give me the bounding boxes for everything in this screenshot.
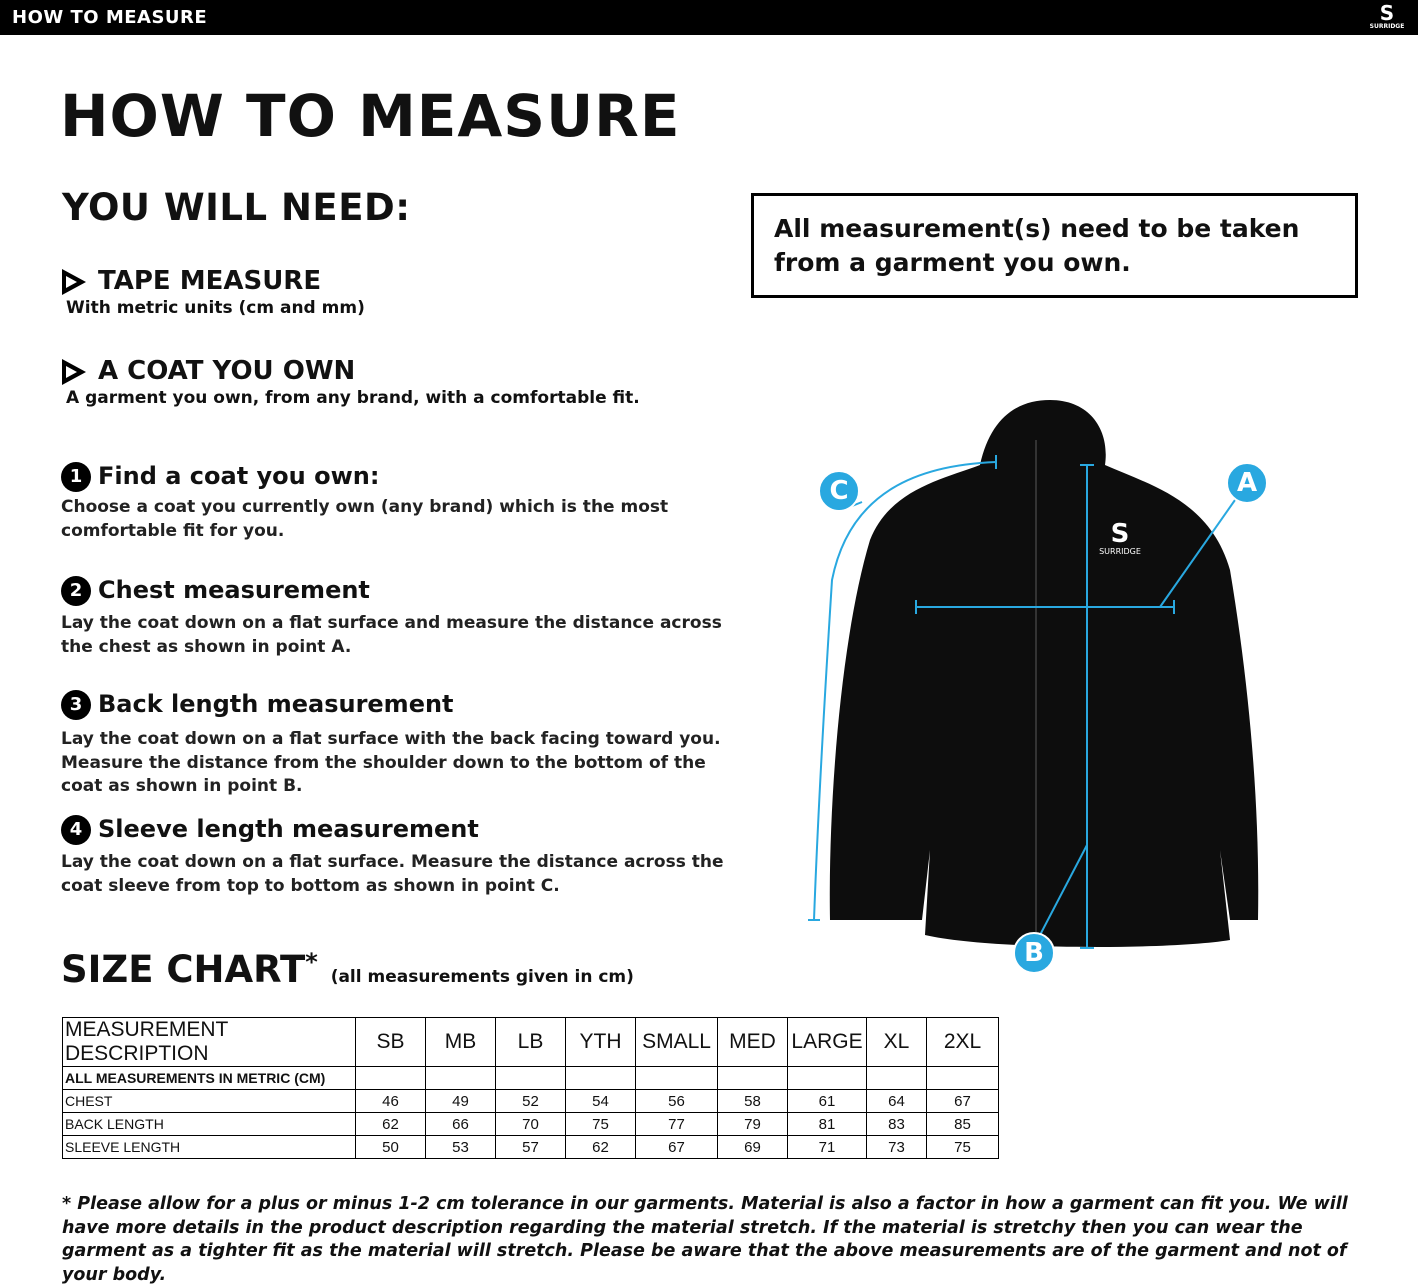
- value-cell: 79: [717, 1112, 788, 1136]
- value-cell: 83: [866, 1112, 927, 1136]
- label-b-badge: B: [1013, 932, 1055, 974]
- table-row: BACK LENGTH 62 66 70 75 77 79 81 83 85: [62, 1112, 999, 1136]
- value-cell: 85: [926, 1112, 999, 1136]
- value-cell: 58: [717, 1089, 788, 1113]
- table-header-row: MEASUREMENT DESCRIPTION SB MB LB YTH SMA…: [62, 1017, 999, 1067]
- top-bar-title: HOW TO MEASURE: [12, 7, 208, 28]
- value-cell: 77: [635, 1112, 718, 1136]
- step-3: 3 Back length measurement Lay the coat do…: [61, 690, 731, 799]
- value-cell: 70: [495, 1112, 566, 1136]
- step-number-icon: 4: [61, 815, 91, 845]
- jacket-diagram: S SURRIDGE: [808, 400, 1259, 949]
- need-desc: A garment you own, from any brand, with …: [66, 388, 640, 408]
- value-cell: 66: [425, 1112, 496, 1136]
- garment-logo-text: SURRIDGE: [1099, 547, 1141, 556]
- value-cell: 75: [926, 1135, 999, 1159]
- play-triangle-icon: [62, 358, 86, 385]
- need-desc: With metric units (cm and mm): [66, 298, 365, 318]
- header-cell: SMALL: [635, 1017, 718, 1067]
- footnote: * Please allow for a plus or minus 1-2 c…: [62, 1194, 1348, 1285]
- value-cell: 46: [355, 1089, 426, 1113]
- garment-logo-icon: S: [1111, 519, 1130, 549]
- step-desc: Lay the coat down on a flat surface with…: [61, 729, 721, 796]
- surridge-logo: S SURRIDGE: [1369, 1, 1405, 30]
- step-number-icon: 3: [61, 690, 91, 720]
- value-cell: 62: [355, 1112, 426, 1136]
- header-cell: YTH: [565, 1017, 636, 1067]
- size-chart-table: MEASUREMENT DESCRIPTION SB MB LB YTH SMA…: [62, 1017, 999, 1159]
- value-cell: 61: [787, 1089, 867, 1113]
- value-cell: 67: [635, 1135, 718, 1159]
- value-cell: 64: [866, 1089, 927, 1113]
- note-box: All measurement(s) need to be taken from…: [751, 193, 1358, 298]
- table-row: CHEST 46 49 52 54 56 58 61 64 67: [62, 1089, 999, 1113]
- need-title: A COAT YOU OWN: [98, 356, 356, 386]
- step-desc: Lay the coat down on a flat surface and …: [61, 613, 722, 657]
- step-title: Sleeve length measurement: [98, 815, 479, 843]
- label-c-badge: C: [818, 470, 860, 512]
- value-cell: 62: [565, 1135, 636, 1159]
- play-triangle-icon: [62, 268, 86, 295]
- step-2: 2 Chest measurement Lay the coat down on …: [61, 576, 731, 659]
- row-label: CHEST: [62, 1089, 356, 1113]
- value-cell: 75: [565, 1112, 636, 1136]
- step-desc: Choose a coat you currently own (any bra…: [61, 497, 669, 541]
- row-label: BACK LENGTH: [62, 1112, 356, 1136]
- jacket-shape: [829, 400, 1259, 947]
- need-tape-measure: TAPE MEASURE With metric units (cm and m…: [62, 266, 365, 318]
- row-label: SLEEVE LENGTH: [62, 1135, 356, 1159]
- top-bar: HOW TO MEASURE S SURRIDGE: [0, 0, 1418, 35]
- header-cell: 2XL: [926, 1017, 999, 1067]
- step-number-icon: 2: [61, 576, 91, 606]
- size-chart-subtitle: (all measurements given in cm): [330, 967, 634, 987]
- step-4: 4 Sleeve length measurement Lay the coat …: [61, 815, 731, 898]
- table-subheader-row: ALL MEASUREMENTS IN METRIC (CM): [62, 1066, 999, 1090]
- need-coat: A COAT YOU OWN A garment you own, from a…: [62, 356, 640, 408]
- value-cell: 49: [425, 1089, 496, 1113]
- value-cell: 53: [425, 1135, 496, 1159]
- value-cell: 71: [787, 1135, 867, 1159]
- size-chart-title: SIZE CHART: [61, 948, 306, 991]
- step-1: 1 Find a coat you own: Choose a coat you …: [61, 462, 731, 543]
- header-cell: XL: [866, 1017, 927, 1067]
- need-title: TAPE MEASURE: [98, 266, 322, 296]
- subheader-cell: ALL MEASUREMENTS IN METRIC (CM): [62, 1066, 356, 1090]
- value-cell: 57: [495, 1135, 566, 1159]
- step-title: Find a coat you own:: [98, 462, 380, 490]
- header-cell: MEASUREMENT DESCRIPTION: [62, 1017, 356, 1067]
- header-cell: LB: [495, 1017, 566, 1067]
- value-cell: 54: [565, 1089, 636, 1113]
- step-title: Back length measurement: [98, 690, 454, 718]
- value-cell: 52: [495, 1089, 566, 1113]
- value-cell: 69: [717, 1135, 788, 1159]
- value-cell: 81: [787, 1112, 867, 1136]
- header-cell: LARGE: [787, 1017, 867, 1067]
- label-a-badge: A: [1226, 462, 1268, 504]
- value-cell: 56: [635, 1089, 718, 1113]
- step-desc: Lay the coat down on a flat surface. Mea…: [61, 852, 724, 896]
- step-title: Chest measurement: [98, 576, 370, 604]
- step-number-icon: 1: [61, 462, 91, 492]
- header-cell: MB: [425, 1017, 496, 1067]
- value-cell: 73: [866, 1135, 927, 1159]
- value-cell: 50: [355, 1135, 426, 1159]
- header-cell: SB: [355, 1017, 426, 1067]
- size-chart-heading: SIZE CHART* (all measurements given in c…: [61, 948, 634, 991]
- asterisk: *: [305, 948, 318, 976]
- table-row: SLEEVE LENGTH 50 53 57 62 67 69 71 73 75: [62, 1135, 999, 1159]
- page-title: HOW TO MEASURE: [60, 82, 681, 150]
- you-will-need-heading: YOU WILL NEED:: [62, 186, 411, 229]
- value-cell: 67: [926, 1089, 999, 1113]
- header-cell: MED: [717, 1017, 788, 1067]
